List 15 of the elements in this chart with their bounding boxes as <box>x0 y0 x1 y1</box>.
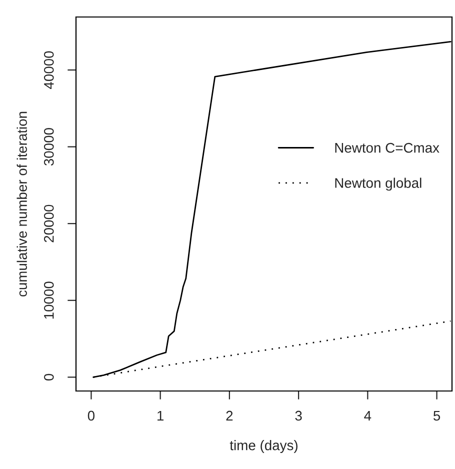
legend-label: Newton C=Cmax <box>335 142 440 153</box>
x-tick-label: 4 <box>364 410 372 421</box>
y-tick-label: 40000 <box>44 51 54 89</box>
y-tick-label: 30000 <box>44 128 54 166</box>
legend-label: Newton global <box>335 178 422 191</box>
y-axis-title: cumulative number of iteration <box>16 112 27 296</box>
y-tick-label: 20000 <box>44 204 54 242</box>
x-tick-label: 3 <box>295 410 302 421</box>
y-tick-label: 10000 <box>44 282 54 319</box>
x-axis-title: time (days) <box>230 440 298 454</box>
y-tick-label: 0 <box>44 374 54 380</box>
x-tick-label: 0 <box>88 410 95 421</box>
x-tick-label: 2 <box>226 410 233 421</box>
x-tick-label: 5 <box>433 410 440 421</box>
x-tick-label: 1 <box>158 410 164 421</box>
